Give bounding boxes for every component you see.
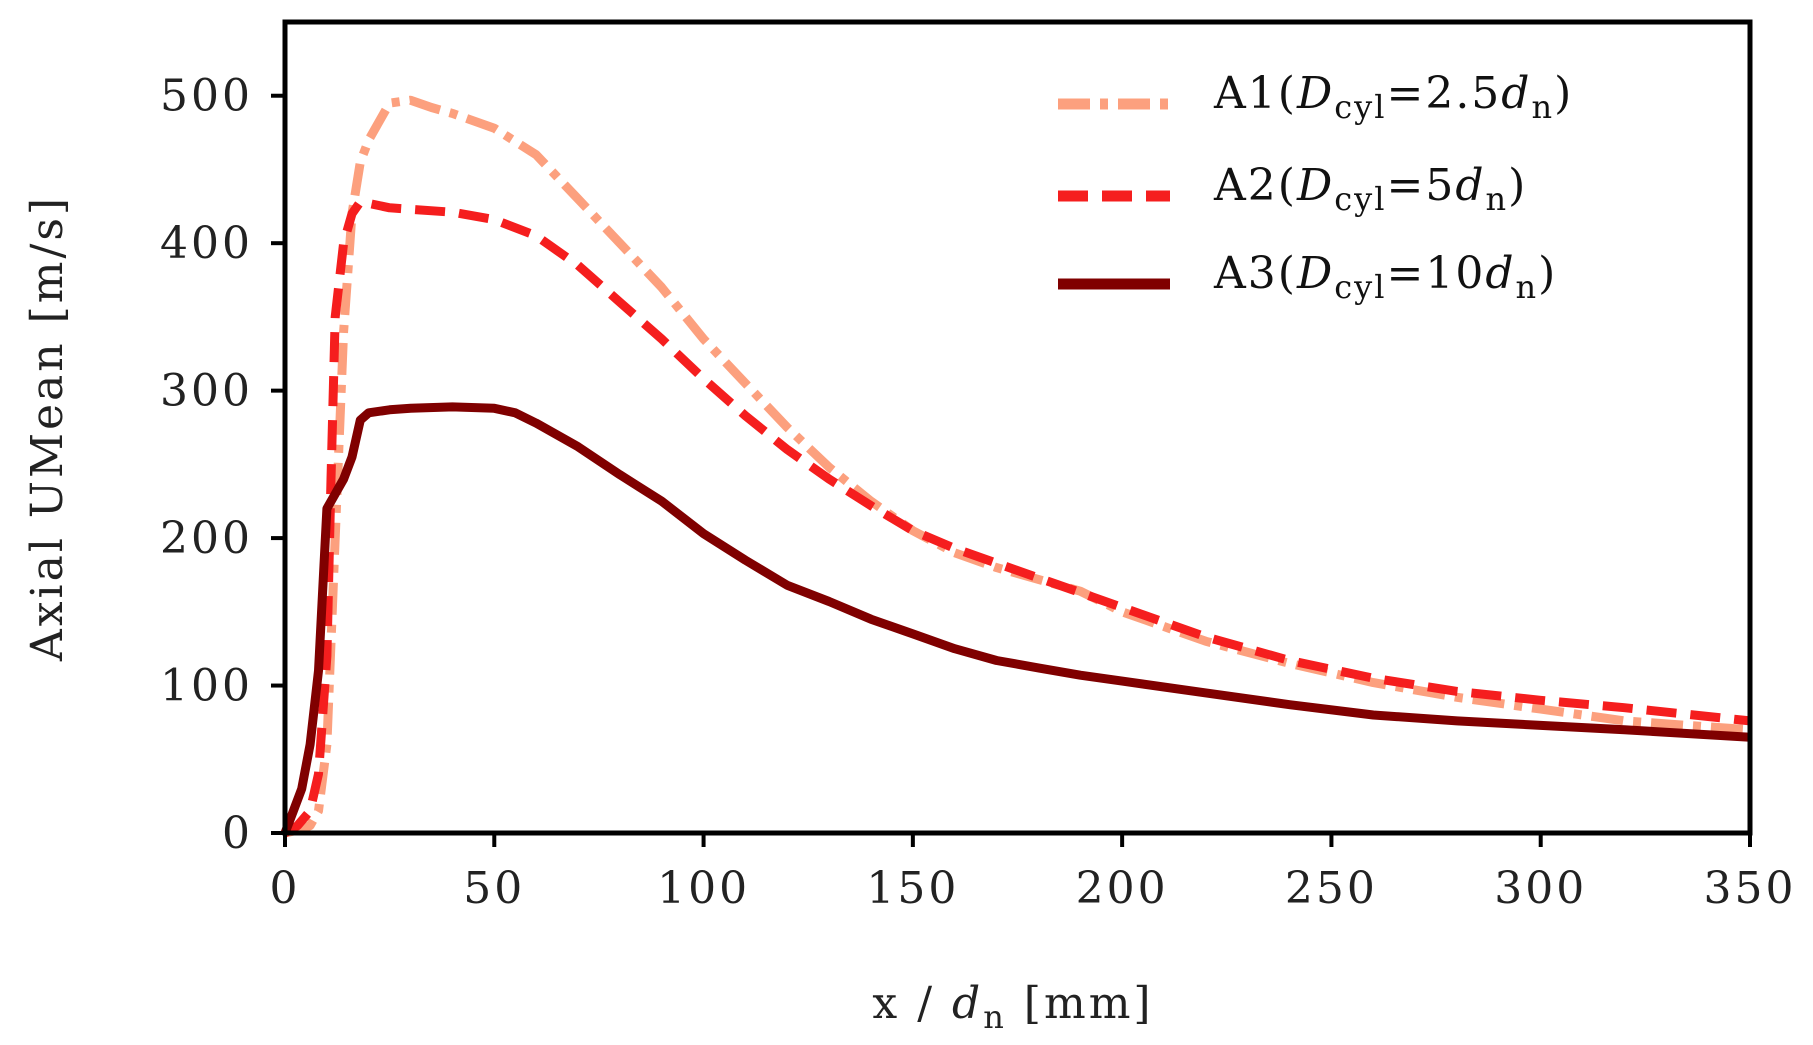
x-axis-title: x / dn [mm] — [872, 978, 1153, 1036]
legend: A1(Dcyl=2.5dn) A2(Dcyl=5dn) A3(Dcyl=10dn… — [1058, 68, 1573, 306]
x-tick-label: 150 — [866, 863, 959, 914]
x-tick-label: 250 — [1285, 863, 1378, 914]
series-line-a2 — [282, 197, 1751, 837]
legend-entry-a3: A3(Dcyl=10dn) — [1058, 248, 1557, 306]
x-tick-label: 200 — [1076, 863, 1169, 914]
y-axis: 0 100 200 300 400 500 — [160, 71, 285, 859]
legend-entry-a2: A2(Dcyl=5dn) — [1058, 160, 1527, 218]
legend-label-a1: A1(Dcyl=2.5dn) — [1213, 68, 1573, 126]
series-line-a1 — [283, 95, 1751, 838]
y-tick-label: 100 — [160, 661, 253, 712]
x-tick-label: 0 — [270, 863, 301, 914]
legend-label-a2: A2(Dcyl=5dn) — [1213, 160, 1527, 218]
y-tick-label: 300 — [160, 366, 253, 417]
series-line-a3 — [280, 402, 1751, 835]
x-axis: 0 50 100 150 200 250 300 350 — [270, 833, 1797, 914]
plot-lines — [280, 95, 1751, 838]
y-tick-label: 0 — [222, 808, 253, 859]
x-tick-label: 300 — [1494, 863, 1587, 914]
legend-entry-a1: A1(Dcyl=2.5dn) — [1058, 68, 1573, 126]
y-tick-label: 400 — [160, 218, 253, 269]
y-axis-title: Axial UMean [m/s] — [22, 195, 73, 662]
x-tick-label: 350 — [1704, 863, 1797, 914]
legend-label-a3: A3(Dcyl=10dn) — [1213, 248, 1557, 306]
x-tick-label: 100 — [657, 863, 750, 914]
y-tick-label: 500 — [160, 71, 253, 122]
plot-frame — [282, 19, 1753, 836]
y-tick-label: 200 — [160, 513, 253, 564]
x-tick-label: 50 — [463, 863, 525, 914]
